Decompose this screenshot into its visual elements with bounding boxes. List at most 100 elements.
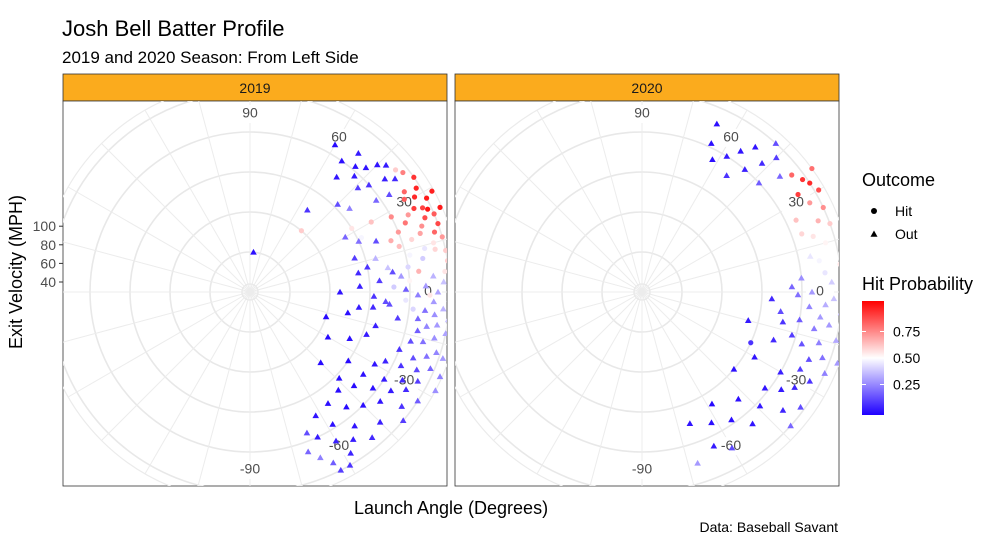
data-point-out	[414, 315, 422, 322]
data-point-hit	[807, 200, 813, 206]
data-point-out	[368, 434, 376, 441]
angle-tick-label: -90	[632, 461, 652, 477]
data-point-out	[776, 172, 784, 179]
grid-spoke	[63, 291, 251, 343]
data-point-out	[448, 343, 455, 349]
grid-spoke	[641, 291, 791, 441]
data-point-out	[363, 331, 370, 337]
data-point-out	[414, 291, 422, 298]
grid-spoke	[641, 291, 695, 486]
data-point-out	[805, 356, 813, 362]
data-point-out	[777, 308, 784, 314]
data-point-hit	[407, 278, 413, 284]
data-point-out	[430, 298, 438, 305]
facet-2019: 20199060300-30-60-90	[62, 73, 455, 487]
data-point-out	[433, 349, 440, 356]
facet-2020: 2020 90 60 30 0 -30 -60 -90	[454, 73, 847, 487]
data-point-out	[422, 282, 430, 289]
data-point-out	[362, 164, 370, 171]
angle-tick-label: -90	[240, 461, 260, 477]
data-point-out	[440, 278, 447, 285]
data-point-out	[713, 120, 721, 127]
data-point-hit	[443, 247, 447, 254]
grid-spoke	[101, 143, 251, 293]
data-point-hit	[799, 176, 806, 183]
data-point-out	[303, 429, 311, 436]
data-point-out	[791, 384, 798, 390]
data-point-out	[825, 321, 833, 328]
data-point-out	[381, 175, 389, 182]
data-point-out	[369, 303, 377, 310]
data-point-out	[332, 437, 340, 444]
data-point-out	[317, 359, 325, 366]
data-point-out	[744, 317, 752, 323]
data-point-out	[439, 305, 447, 312]
data-point-hit	[427, 292, 433, 298]
angle-tick-label: 90	[242, 105, 258, 121]
grid-spoke	[589, 291, 643, 486]
color-tick-label: 0.75	[893, 324, 920, 340]
grid-spoke	[249, 143, 399, 293]
data-point-out	[830, 295, 838, 302]
grid-spoke	[455, 291, 643, 343]
data-point-out	[333, 173, 340, 180]
data-point-out	[427, 365, 434, 372]
legend-item-out: Out	[870, 226, 918, 242]
angle-tick-label: -60	[329, 437, 349, 453]
data-point-hit	[405, 264, 411, 270]
data-point-hit	[807, 180, 813, 186]
data-point-hit	[842, 235, 847, 240]
grid-spoke	[641, 291, 839, 346]
data-point-out	[329, 420, 336, 427]
data-point-out	[382, 357, 389, 364]
data-point-out	[337, 466, 345, 473]
data-point-out	[359, 370, 367, 377]
data-point-out	[402, 285, 410, 292]
data-point-out	[372, 322, 379, 329]
y-tick-label: 60	[40, 255, 56, 271]
facet-strip	[62, 73, 448, 102]
angle-tick-label: -30	[786, 372, 806, 388]
data-point-hit	[810, 268, 816, 274]
data-point-out	[808, 288, 816, 295]
grid-spoke	[249, 291, 447, 346]
y-tick-label: 80	[40, 237, 56, 253]
data-point-out	[352, 163, 359, 169]
data-point-hit	[449, 232, 454, 237]
grid-spoke	[641, 101, 694, 293]
data-point-out	[796, 316, 803, 323]
data-point-hit	[809, 165, 815, 172]
data-point-hit	[789, 172, 795, 178]
data-point-hit	[411, 205, 417, 212]
angle-tick-bg	[236, 461, 264, 479]
data-point-hit	[419, 205, 426, 211]
data-point-out	[314, 433, 321, 440]
data-point-hit	[407, 252, 413, 258]
polar-grid	[63, 101, 447, 486]
grid-spoke	[249, 291, 303, 486]
data-point-out	[423, 323, 430, 329]
data-point-out	[431, 334, 438, 341]
grid-spoke	[101, 291, 251, 441]
data-point-out	[822, 301, 829, 308]
data-point-out	[382, 298, 389, 304]
data-point-hit	[815, 218, 821, 224]
grid-spoke	[459, 291, 643, 398]
data-point-hit	[388, 214, 394, 220]
data-point-hit	[388, 238, 394, 244]
data-point-out	[810, 325, 818, 332]
angle-tick-label: -30	[394, 372, 414, 388]
data-point-hit	[435, 220, 441, 227]
data-point-hit	[822, 240, 829, 246]
data-point-hit	[434, 256, 440, 262]
data-point-out	[758, 159, 766, 166]
data-point-out	[356, 282, 364, 289]
data-point-out	[373, 161, 381, 168]
data-point-out	[346, 205, 353, 211]
angle-tick-label: 60	[331, 129, 347, 145]
data-point-hit	[837, 261, 839, 267]
data-point-out	[334, 201, 341, 207]
data-point-out	[788, 283, 796, 290]
data-point-hit	[298, 228, 305, 234]
